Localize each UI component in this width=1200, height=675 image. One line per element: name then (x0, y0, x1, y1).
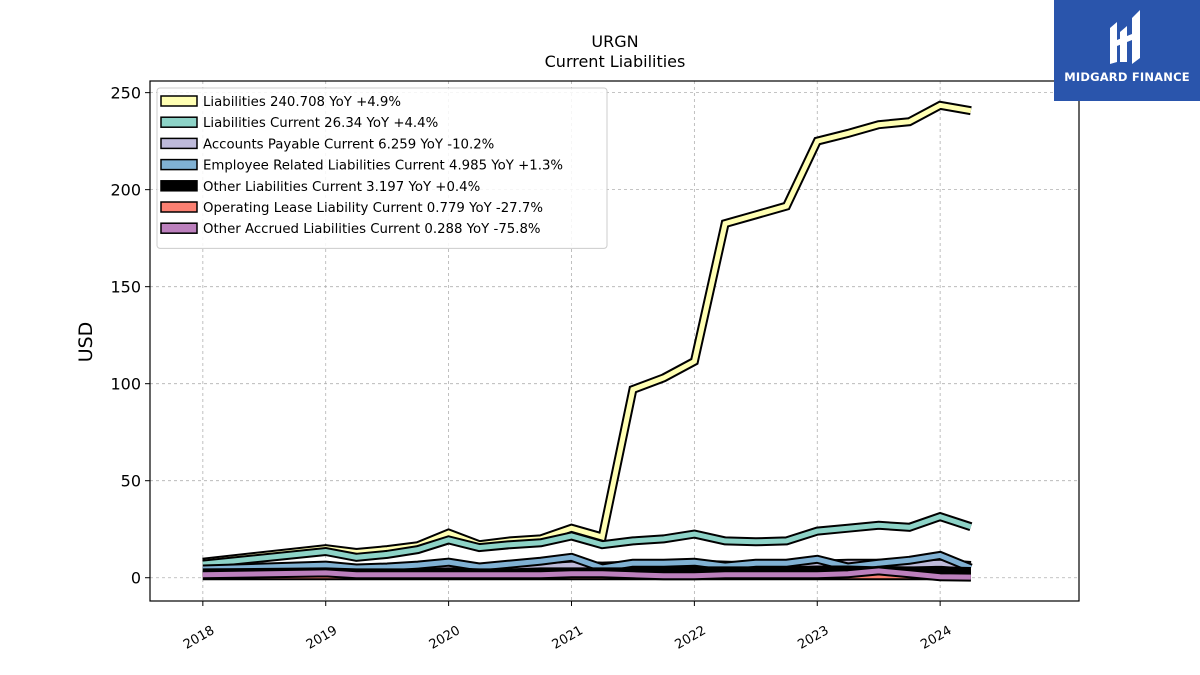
legend-label: Other Liabilities Current 3.197 YoY +0.4… (203, 180, 480, 195)
y-tick-label: 200 (110, 181, 141, 200)
legend-entry: Liabilities 240.708 YoY +4.9% (160, 95, 401, 110)
legend-swatch (160, 116, 198, 128)
y-tick-label: 150 (110, 278, 141, 297)
x-tick-label: 2019 (304, 623, 340, 653)
midgard-logo-icon (1110, 10, 1140, 64)
legend-box (156, 87, 608, 249)
legend-swatch (160, 95, 198, 107)
series-line-6 (202, 566, 971, 582)
y-axis-label: USD (75, 322, 97, 363)
chart-subtitle: Current Liabilities (545, 52, 686, 71)
x-tick-label: 2023 (795, 623, 831, 653)
legend-label: Employee Related Liabilities Current 4.9… (203, 159, 563, 174)
series-line-3 (202, 550, 973, 574)
legend-label: Liabilities 240.708 YoY +4.9% (203, 95, 401, 110)
x-tick-label: 2022 (673, 623, 709, 653)
legend-entry: Operating Lease Liability Current 0.779 … (160, 201, 543, 216)
y-tick-label: 0 (131, 569, 141, 588)
series-core (202, 552, 972, 572)
legend-swatch (160, 158, 198, 171)
legend-entry: Liabilities Current 26.34 YoY +4.4% (160, 116, 438, 131)
legend-swatch (160, 137, 198, 150)
axes-frame (149, 80, 1080, 602)
x-tick-label: 2021 (550, 623, 586, 653)
series-lines (202, 100, 973, 582)
y-tick-label: 250 (110, 84, 141, 103)
legend-label: Operating Lease Liability Current 0.779 … (203, 201, 543, 216)
legend-entry: Employee Related Liabilities Current 4.9… (160, 158, 563, 174)
y-tick-label: 50 (121, 472, 141, 491)
x-axis: 2018 2019 2020 2021 2022 2023 2024 (181, 601, 954, 653)
series-core (202, 568, 971, 580)
y-tick-label: 100 (110, 375, 141, 394)
legend-label: Accounts Payable Current 6.259 YoY -10.2… (203, 137, 494, 152)
series-line-1 (202, 511, 973, 569)
x-tick-label: 2018 (181, 623, 217, 653)
legend-entry: Other Liabilities Current 3.197 YoY +0.4… (160, 180, 480, 195)
series-core (202, 513, 972, 567)
x-tick-label: 2024 (918, 623, 954, 653)
y-axis: 0 50 100 150 200 250 (110, 84, 150, 588)
legend-swatch (160, 222, 198, 234)
legend-entry: Other Accrued Liabilities Current 0.288 … (160, 222, 541, 237)
logo-wordmark: MIDGARD FINANCE (1064, 70, 1190, 84)
chart-title: URGN (591, 32, 638, 51)
legend-swatch (160, 180, 198, 192)
midgard-finance-logo: MIDGARD FINANCE (1054, 0, 1200, 101)
legend-swatch (160, 201, 198, 213)
x-tick-label: 2020 (427, 623, 463, 653)
legend-label: Liabilities Current 26.34 YoY +4.4% (203, 116, 438, 131)
legend-entry: Accounts Payable Current 6.259 YoY -10.2… (160, 137, 494, 152)
legend: Liabilities 240.708 YoY +4.9% Liabilities… (156, 87, 608, 249)
legend-label: Other Accrued Liabilities Current 0.288 … (203, 222, 541, 237)
